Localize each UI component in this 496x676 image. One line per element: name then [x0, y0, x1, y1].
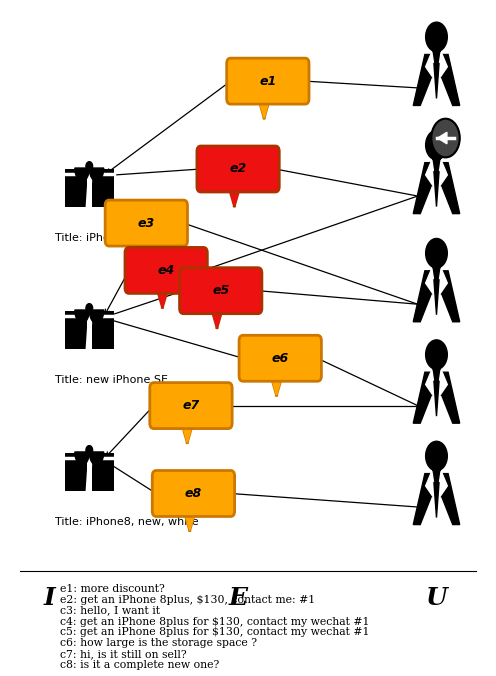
Circle shape: [86, 445, 93, 455]
FancyBboxPatch shape: [65, 311, 87, 349]
Text: Title: new iPhone SE: Title: new iPhone SE: [55, 375, 168, 385]
Polygon shape: [211, 308, 223, 328]
Circle shape: [86, 162, 93, 171]
FancyBboxPatch shape: [92, 169, 114, 208]
Polygon shape: [436, 52, 447, 82]
Circle shape: [426, 340, 447, 369]
Polygon shape: [89, 168, 104, 181]
Text: e4: e4: [158, 264, 175, 277]
FancyBboxPatch shape: [432, 454, 441, 474]
Polygon shape: [434, 64, 439, 99]
Text: E: E: [229, 586, 248, 610]
Polygon shape: [434, 280, 439, 315]
Circle shape: [86, 304, 93, 313]
Polygon shape: [413, 474, 460, 525]
Polygon shape: [434, 381, 439, 416]
Polygon shape: [413, 372, 460, 423]
Text: e1: e1: [259, 74, 276, 88]
Text: e7: e7: [183, 399, 199, 412]
Polygon shape: [89, 452, 104, 465]
Text: c3: hello, I want it: c3: hello, I want it: [60, 606, 160, 616]
Polygon shape: [75, 168, 89, 181]
Text: e8: e8: [185, 487, 202, 500]
FancyBboxPatch shape: [150, 383, 232, 429]
Circle shape: [426, 239, 447, 268]
Polygon shape: [89, 310, 104, 323]
Text: Title: iPhone 6sp: Title: iPhone 6sp: [55, 233, 146, 243]
FancyBboxPatch shape: [432, 251, 441, 271]
Circle shape: [426, 441, 447, 470]
Text: c4: get an iPhone 8plus for $130, contact my wechat #1: c4: get an iPhone 8plus for $130, contac…: [60, 617, 369, 627]
Text: Title: iPhone8, new, white: Title: iPhone8, new, white: [55, 517, 198, 527]
Text: e5: e5: [212, 284, 229, 297]
FancyBboxPatch shape: [92, 311, 114, 349]
Text: e3: e3: [138, 216, 155, 230]
Circle shape: [426, 130, 447, 160]
FancyBboxPatch shape: [432, 35, 441, 55]
Polygon shape: [229, 187, 240, 206]
Text: U: U: [426, 586, 447, 610]
Circle shape: [426, 22, 447, 51]
FancyBboxPatch shape: [432, 143, 441, 163]
FancyBboxPatch shape: [180, 268, 262, 314]
Polygon shape: [182, 423, 193, 443]
Polygon shape: [75, 452, 89, 465]
Text: c5: get an iPhone 8plus for $130, contact my wechat #1: c5: get an iPhone 8plus for $130, contac…: [60, 627, 369, 637]
Polygon shape: [426, 370, 436, 400]
Polygon shape: [436, 370, 447, 400]
Text: e2: get an iPhone 8plus, $130, contact me: #1: e2: get an iPhone 8plus, $130, contact m…: [60, 595, 315, 605]
Polygon shape: [137, 241, 148, 260]
FancyBboxPatch shape: [197, 146, 279, 192]
Circle shape: [432, 119, 460, 158]
Polygon shape: [436, 471, 447, 502]
Text: e1: more discount?: e1: more discount?: [60, 584, 164, 594]
FancyBboxPatch shape: [152, 470, 235, 516]
FancyBboxPatch shape: [125, 247, 207, 293]
Polygon shape: [271, 376, 282, 395]
Polygon shape: [434, 172, 439, 207]
FancyBboxPatch shape: [239, 335, 321, 381]
FancyBboxPatch shape: [227, 58, 309, 104]
Text: I: I: [44, 586, 56, 610]
Polygon shape: [413, 271, 460, 322]
Polygon shape: [184, 511, 195, 531]
Polygon shape: [157, 288, 168, 308]
Polygon shape: [434, 483, 439, 518]
FancyBboxPatch shape: [65, 169, 87, 208]
Polygon shape: [258, 99, 270, 118]
Text: e6: e6: [272, 352, 289, 365]
Polygon shape: [436, 160, 447, 191]
Polygon shape: [426, 268, 436, 299]
FancyBboxPatch shape: [92, 453, 114, 491]
FancyBboxPatch shape: [432, 353, 441, 372]
FancyBboxPatch shape: [105, 200, 187, 246]
Polygon shape: [426, 160, 436, 191]
FancyBboxPatch shape: [65, 453, 87, 491]
Polygon shape: [436, 268, 447, 299]
Text: c8: is it a complete new one?: c8: is it a complete new one?: [60, 660, 219, 670]
Polygon shape: [426, 471, 436, 502]
Text: c7: hi, is it still on sell?: c7: hi, is it still on sell?: [60, 649, 186, 659]
Polygon shape: [437, 132, 447, 144]
Text: c6: how large is the storage space ?: c6: how large is the storage space ?: [60, 638, 256, 648]
Polygon shape: [426, 52, 436, 82]
Polygon shape: [413, 55, 460, 105]
Polygon shape: [413, 163, 460, 214]
Text: e2: e2: [230, 162, 247, 176]
Polygon shape: [75, 310, 89, 323]
